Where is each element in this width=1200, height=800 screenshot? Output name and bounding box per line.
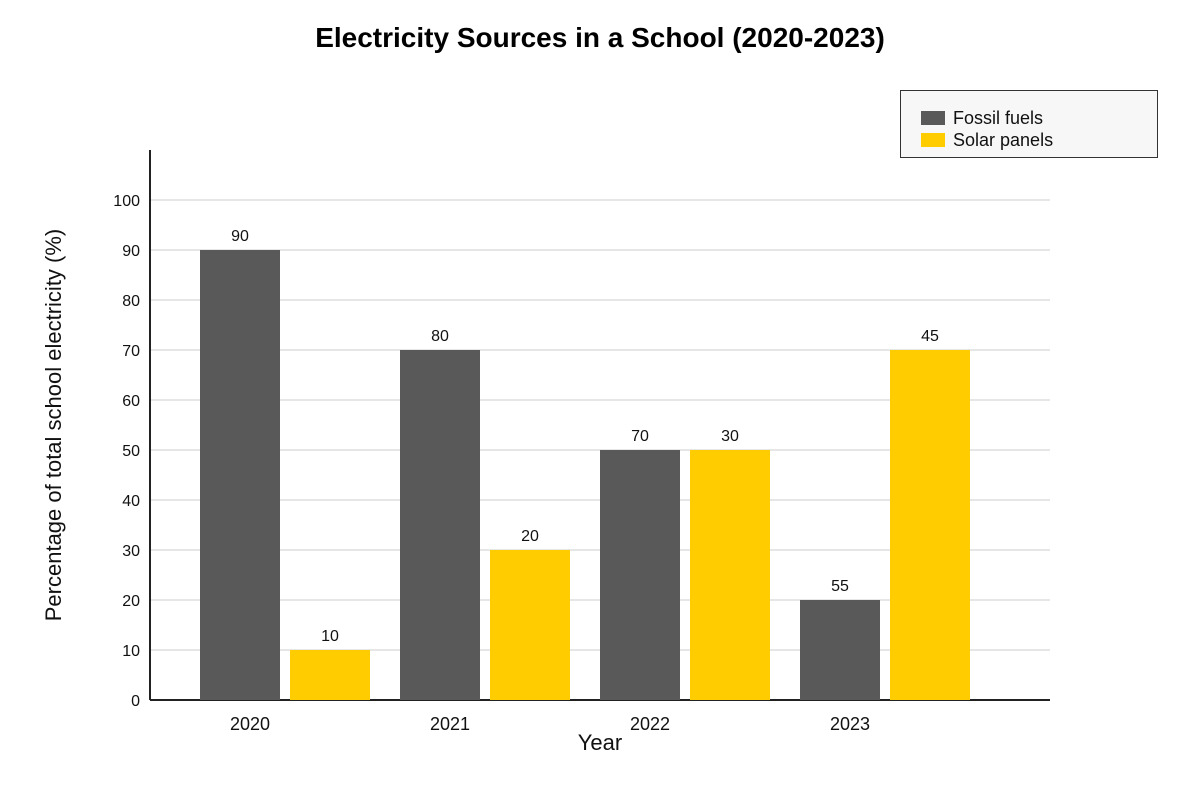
bar-solar-panels-2021 [490,550,570,700]
data-label-fossil-fuels-2023: 55 [831,578,849,595]
y-tick-label-80: 80 [122,293,140,310]
bar-fossil-fuels-2022 [600,450,680,700]
legend-label-solar-panels: Solar panels [953,129,1054,150]
y-tick-label-100: 100 [113,193,140,210]
x-axis-title: Year [578,730,622,755]
legend: Fossil fuels Solar panels [900,90,1158,158]
legend-swatch-solar-panels [921,133,945,147]
data-label-solar-panels-2020: 10 [321,628,339,645]
y-tick-label-50: 50 [122,443,140,460]
data-label-fossil-fuels-2020: 90 [231,228,249,245]
legend-item-fossil-fuels: Fossil fuels [921,107,1157,129]
y-tick-label-70: 70 [122,343,140,360]
data-label-solar-panels-2022: 30 [721,428,739,445]
bar-fossil-fuels-2020 [200,250,280,700]
legend-item-solar-panels: Solar panels [921,129,1157,151]
y-tick-label-10: 10 [122,643,140,660]
y-tick-label-90: 90 [122,243,140,260]
bar-solar-panels-2020 [290,650,370,700]
legend-swatch-fossil-fuels [921,111,945,125]
y-tick-label-40: 40 [122,493,140,510]
x-tick-label-2021: 2021 [430,714,470,734]
x-tick-label-2022: 2022 [630,714,670,734]
bar-solar-panels-2022 [690,450,770,700]
y-tick-label-0: 0 [131,693,140,710]
y-axis-title: Percentage of total school electricity (… [41,229,66,622]
y-tick-label-60: 60 [122,393,140,410]
data-label-fossil-fuels-2022: 70 [631,428,649,445]
bar-solar-panels-2023 [890,350,970,700]
x-tick-label-2020: 2020 [230,714,270,734]
data-label-solar-panels-2021: 20 [521,528,539,545]
bar-fossil-fuels-2023 [800,600,880,700]
legend-label-fossil-fuels: Fossil fuels [953,107,1044,128]
bar-fossil-fuels-2021 [400,350,480,700]
chart-title: Electricity Sources in a School (2020-20… [315,22,885,53]
data-label-solar-panels-2023: 45 [921,328,939,345]
data-label-fossil-fuels-2021: 80 [431,328,449,345]
x-tick-label-2023: 2023 [830,714,870,734]
y-tick-label-30: 30 [122,543,140,560]
y-tick-label-20: 20 [122,593,140,610]
